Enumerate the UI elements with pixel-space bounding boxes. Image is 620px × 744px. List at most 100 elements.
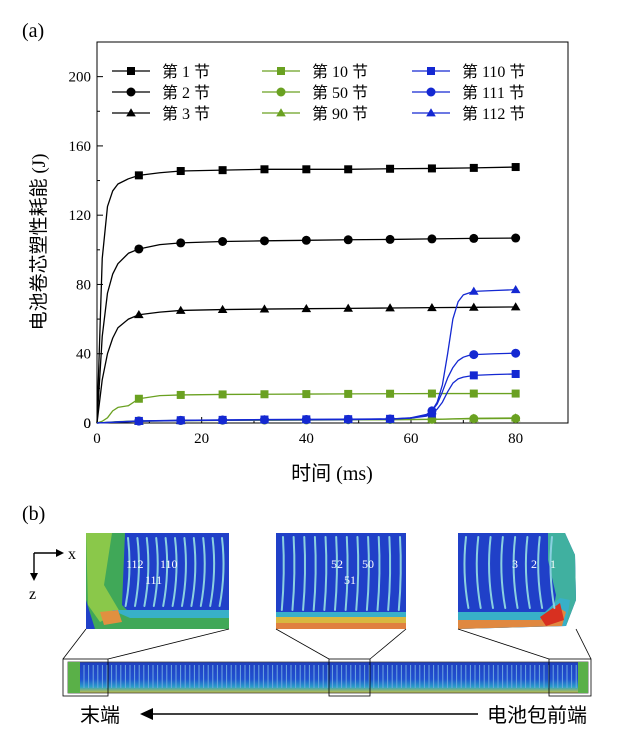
axis-x-label: x (68, 546, 76, 563)
data-point (469, 350, 479, 360)
data-point (469, 163, 478, 172)
y-tick-label: 120 (69, 208, 92, 224)
legend-marker (427, 67, 435, 75)
zoom-indicators (62, 628, 592, 697)
y-tick-label: 200 (69, 70, 92, 86)
legend-item-5: 第 50 节 (262, 84, 368, 102)
y-tick-label: 0 (84, 416, 92, 432)
cell-layer (199, 537, 206, 607)
data-point (343, 414, 353, 423)
data-point (427, 164, 436, 173)
arrow-left-label: 末端 (80, 704, 120, 727)
legend-label: 第 3 节 (162, 105, 210, 123)
data-point (134, 244, 144, 254)
plot-frame (96, 41, 569, 424)
data-point (511, 348, 521, 358)
x-tick-label: 80 (508, 431, 523, 447)
cell-layer (280, 536, 285, 611)
data-point (427, 414, 437, 423)
data-point (134, 171, 143, 180)
inset-left: 112 110 111 (86, 533, 229, 629)
cell-layer (537, 536, 544, 609)
legend: 第 1 节第 2 节第 3 节 第 10 节第 50 节第 90 节 第 110 节… (112, 63, 525, 123)
direction-arrow (140, 708, 478, 720)
legend-item-6: 第 90 节 (262, 105, 368, 123)
data-point (302, 165, 311, 174)
data-point (469, 233, 479, 243)
cell-layer (365, 536, 370, 611)
cell-layer (190, 537, 197, 607)
cell-layer (302, 536, 307, 611)
data-point (510, 284, 521, 294)
data-point (343, 235, 353, 245)
data-point (301, 303, 312, 313)
data-point (218, 237, 228, 247)
data-point (259, 415, 270, 424)
cell-layer (134, 537, 140, 607)
legend-label: 第 10 节 (312, 63, 368, 81)
inset-middle-cells (280, 536, 402, 611)
data-point (259, 304, 270, 313)
series-8 (96, 348, 521, 426)
cell-layer (488, 536, 494, 609)
x-axis-label: 时间 (ms) (291, 462, 373, 485)
cell-layer (397, 536, 402, 611)
legend-label: 第 50 节 (312, 84, 368, 102)
legend-marker (276, 108, 286, 117)
cell-layer (312, 536, 317, 611)
cell-layer (387, 536, 392, 611)
cell-layer (333, 536, 338, 611)
cell-layer (181, 537, 187, 607)
cell-layer (323, 536, 328, 611)
data-point (469, 302, 479, 311)
data-point (218, 166, 227, 175)
x-tick-label: 20 (194, 431, 209, 447)
data-point (176, 167, 185, 176)
data-point (134, 310, 144, 319)
data-point (511, 163, 520, 172)
legend-marker (277, 67, 285, 75)
legend-marker (426, 87, 436, 97)
inset-left-number-112: 112 (126, 557, 144, 571)
inset-mid-number-50: 50 (362, 557, 374, 571)
series-line (96, 352, 516, 424)
series-line (96, 166, 516, 424)
panel-a-label: (a) (22, 20, 44, 42)
data-point (427, 234, 437, 244)
y-tick-label: 40 (76, 347, 91, 363)
x-tick-label: 60 (404, 431, 419, 447)
cell-layer (143, 537, 150, 607)
series-layer (96, 163, 521, 426)
cell-layer (209, 537, 216, 607)
inset-left-number-111: 111 (145, 573, 162, 587)
series-line (96, 306, 516, 424)
data-point (427, 302, 437, 312)
y-axis-label: 电池卷芯塑性耗能 (J) (28, 154, 50, 331)
data-point (427, 406, 437, 415)
series-2 (96, 233, 521, 424)
legend-label: 第 90 节 (312, 105, 368, 123)
data-point (511, 369, 520, 378)
legend-marker (126, 108, 136, 117)
cell-layer (512, 536, 519, 609)
legend-item-7: 第 110 节 (412, 63, 525, 81)
data-point (134, 394, 143, 403)
cell-layer (152, 537, 159, 607)
inset-right-cells (463, 536, 556, 609)
inset-right-number-1: 1 (550, 557, 556, 571)
x-tick-label: 40 (299, 431, 314, 447)
data-point (343, 303, 353, 312)
cell-layer (500, 536, 507, 609)
legend-item-9: 第 112 节 (412, 105, 525, 123)
data-point (176, 238, 186, 248)
data-point (344, 165, 353, 174)
series-9 (96, 284, 521, 425)
cell-layer (524, 536, 531, 609)
legend-label: 第 2 节 (162, 84, 210, 102)
legend-marker (426, 108, 436, 117)
legend-item-4: 第 10 节 (262, 63, 368, 81)
battery-pack-cells (83, 665, 577, 688)
data-point (469, 371, 478, 380)
data-point (134, 416, 144, 425)
data-point (510, 302, 521, 311)
